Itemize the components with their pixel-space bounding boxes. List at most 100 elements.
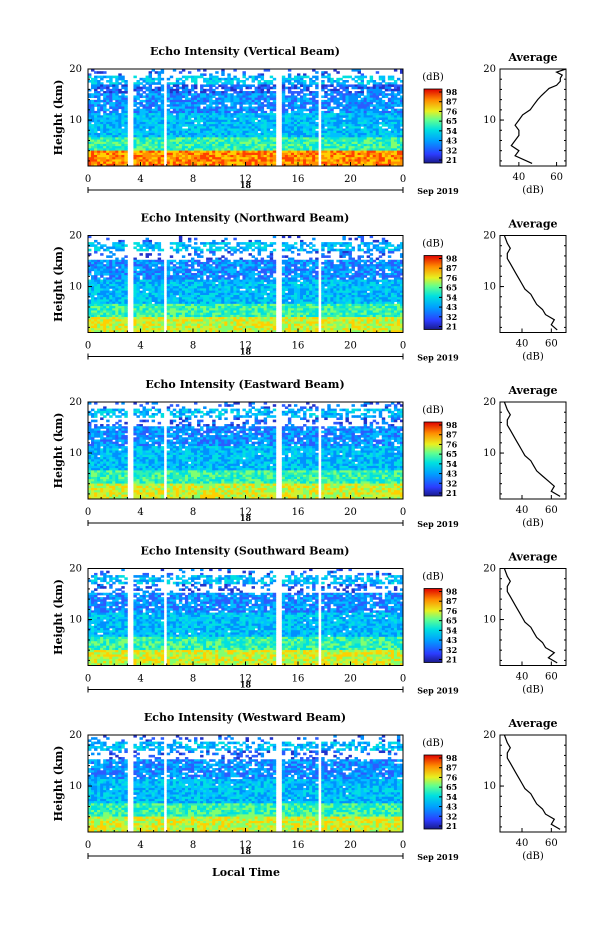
heatmap-cell	[294, 87, 297, 90]
heatmap-cell	[252, 255, 255, 258]
heatmap-cell	[385, 124, 388, 127]
heatmap-cell	[385, 247, 388, 250]
heatmap-cell	[227, 266, 230, 269]
heatmap-cell	[185, 275, 188, 278]
heatmap-cell	[218, 266, 221, 269]
heatmap-cell	[327, 89, 330, 92]
heatmap-cell	[306, 264, 309, 267]
heatmap-cell	[230, 80, 233, 83]
heatmap-cell	[376, 113, 379, 116]
heatmap-cell	[188, 89, 191, 92]
heatmap-cell	[176, 113, 179, 116]
heatmap-cell	[136, 98, 139, 101]
heatmap-cell	[230, 253, 233, 256]
heatmap-cell	[218, 275, 221, 278]
heatmap-cell	[379, 275, 382, 278]
heatmap-cell	[388, 275, 391, 278]
heatmap-cell	[246, 78, 249, 81]
heatmap-cell	[255, 113, 258, 116]
heatmap-cell	[367, 113, 370, 116]
heatmap-cell	[249, 76, 252, 79]
heatmap-cell	[161, 266, 164, 269]
heatmap-cell	[355, 113, 358, 116]
heatmap-cell	[115, 264, 118, 267]
heatmap-cell	[297, 87, 300, 90]
heatmap-cell	[345, 275, 348, 278]
heatmap-cell	[118, 249, 121, 252]
heatmap-cell	[115, 271, 118, 274]
heatmap-cell	[382, 120, 385, 123]
heatmap-cell	[242, 80, 245, 83]
heatmap-cell	[291, 251, 294, 254]
heatmap-cell	[361, 249, 364, 252]
heatmap-cell	[348, 104, 351, 107]
average-x-label: (dB)	[522, 185, 544, 196]
heatmap-cell	[300, 113, 303, 116]
heatmap-cell	[242, 109, 245, 112]
heatmap-cell	[297, 269, 300, 272]
heatmap-cell	[155, 113, 158, 116]
heatmap-cell	[176, 120, 179, 123]
heatmap-cell	[197, 249, 200, 252]
heatmap-cell	[264, 266, 267, 269]
heatmap-cell	[303, 120, 306, 123]
heatmap-cell	[215, 93, 218, 96]
heatmap-cell	[194, 269, 197, 272]
heatmap-cell	[161, 95, 164, 98]
heatmap-cell	[139, 253, 142, 256]
heatmap-cell	[100, 275, 103, 278]
heatmap-cell	[136, 95, 139, 98]
heatmap-cell	[282, 95, 285, 98]
heatmap-cell	[382, 95, 385, 98]
heatmap-cell	[261, 89, 264, 92]
heatmap-cell	[297, 93, 300, 96]
heatmap-cell	[282, 271, 285, 274]
heatmap-cell	[179, 104, 182, 107]
heatmap-cell	[267, 255, 270, 258]
heatmap-cell	[252, 95, 255, 98]
heatmap-cell	[170, 262, 173, 265]
heatmap-cell	[261, 104, 264, 107]
heatmap-cell	[312, 238, 315, 241]
heatmap-cell	[185, 113, 188, 116]
heatmap-cell	[91, 80, 94, 83]
heatmap-cell	[309, 93, 312, 96]
heatmap-cell	[136, 275, 139, 278]
heatmap-cell	[194, 262, 197, 265]
heatmap-cell	[242, 76, 245, 79]
heatmap-cell	[379, 78, 382, 81]
heatmap-cell	[152, 264, 155, 267]
heatmap-cell	[379, 251, 382, 254]
heatmap-cell	[291, 104, 294, 107]
heatmap-cell	[361, 275, 364, 278]
heatmap-cell	[342, 266, 345, 269]
heatmap-cell	[273, 120, 276, 123]
heatmap-cell	[342, 244, 345, 247]
heatmap-cell	[355, 95, 358, 98]
heatmap-cell	[176, 80, 179, 83]
heatmap-cell	[358, 113, 361, 116]
heatmap-cell	[397, 120, 400, 123]
heatmap-cell	[209, 80, 212, 83]
heatmap-cell	[121, 124, 124, 127]
heatmap-cell	[194, 104, 197, 107]
heatmap-cell	[118, 91, 121, 94]
heatmap-cell	[179, 249, 182, 252]
heatmap-cell	[264, 87, 267, 90]
heatmap-cell	[282, 104, 285, 107]
heatmap-cell	[342, 95, 345, 98]
heatmap-cell	[182, 95, 185, 98]
heatmap-cell	[206, 89, 209, 92]
heatmap-cell	[324, 71, 327, 74]
heatmap-cell	[291, 95, 294, 98]
heatmap-cell	[339, 271, 342, 274]
heatmap-cell	[100, 100, 103, 103]
heatmap-cell	[221, 78, 224, 81]
heatmap-cell	[212, 244, 215, 247]
heatmap-cell	[118, 82, 121, 85]
heatmap-cell	[339, 87, 342, 90]
heatmap-cell	[300, 249, 303, 252]
heatmap-cell	[306, 271, 309, 274]
heatmap-cell	[212, 84, 215, 87]
heatmap-cell	[255, 269, 258, 272]
